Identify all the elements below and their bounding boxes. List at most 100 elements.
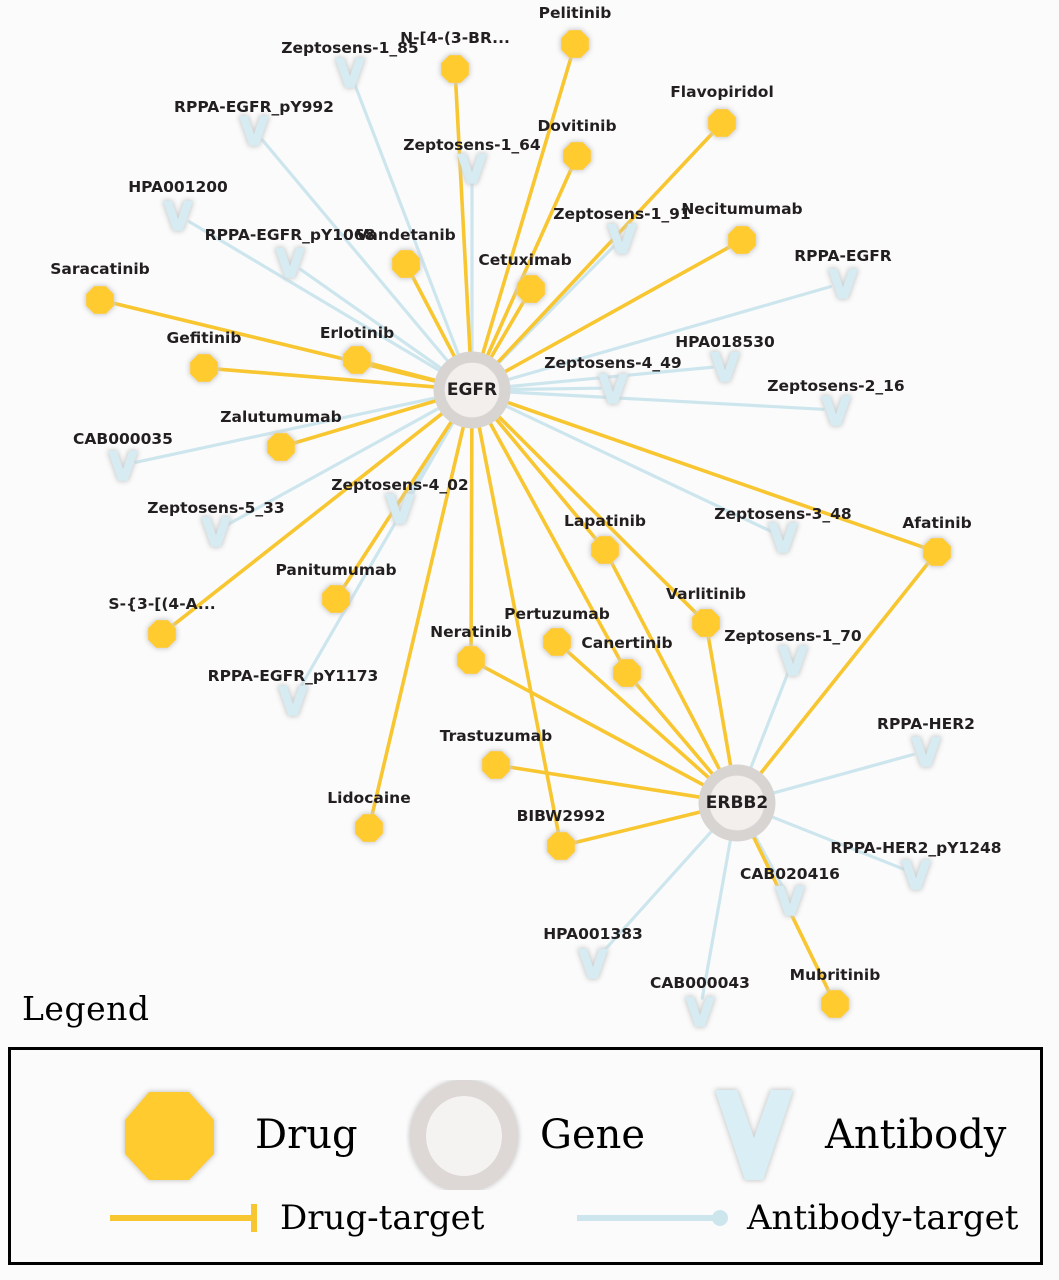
drug-node[interactable] (591, 536, 619, 564)
drug-node[interactable] (267, 433, 295, 461)
drug-node[interactable] (190, 354, 218, 382)
legend-label-drug-target: Drug-target (280, 1198, 485, 1238)
antibody-node[interactable] (768, 522, 798, 553)
drug-node[interactable] (728, 226, 756, 254)
gene-node[interactable] (698, 764, 776, 842)
antibody-node[interactable] (598, 373, 628, 404)
node-label: Necitumumab (681, 200, 802, 218)
antibody-node[interactable] (685, 996, 715, 1027)
node-label: RPPA-EGFR (794, 247, 892, 265)
drug-target-edge (564, 648, 716, 785)
octagon-icon (821, 990, 849, 1018)
node-label: Pertuzumab (504, 605, 610, 623)
antibody-target-edge (746, 670, 790, 776)
antibody-node[interactable] (828, 268, 858, 299)
drug-target-edge (706, 634, 734, 775)
antibody-node[interactable] (278, 685, 308, 716)
antibody-node[interactable] (385, 493, 415, 524)
legend-title: Legend (22, 989, 150, 1028)
drug-target-edge (480, 664, 712, 791)
antibody-target-edge (765, 752, 916, 797)
drug-node[interactable] (692, 609, 720, 637)
chevron-icon (901, 859, 931, 890)
drug-node-group[interactable] (86, 30, 951, 1018)
legend-item-drug-target: Drug-target (106, 1198, 484, 1238)
octagon-icon (547, 832, 575, 860)
node-label: Zeptosens-1_64 (403, 136, 541, 154)
legend: Legend Drug (0, 985, 1059, 1280)
gene-node[interactable] (433, 351, 511, 429)
antibody-node-group[interactable] (108, 57, 941, 1027)
octagon-icon (457, 646, 485, 674)
network-graph[interactable]: Zeptosens-1_85 RPPA-EGFR_pY992 Zeptosens-1… (0, 0, 1059, 1040)
drug-node[interactable] (613, 659, 641, 687)
node-label: Zalutumumab (220, 408, 341, 426)
antibody-node[interactable] (821, 395, 851, 426)
drug-node[interactable] (343, 346, 371, 374)
drug-target-edge (492, 410, 699, 616)
antibody-node[interactable] (163, 200, 193, 231)
gene-node-label: ERBB2 (706, 793, 768, 813)
node-label: Canertinib (581, 634, 672, 652)
antibody-node[interactable] (335, 57, 365, 88)
octagon-icon (343, 346, 371, 374)
drug-target-edge (482, 166, 574, 364)
antibody-node[interactable] (710, 351, 740, 382)
node-label: Neratinib (430, 623, 512, 641)
antibody-node[interactable] (201, 516, 231, 547)
antibody-node[interactable] (239, 115, 269, 146)
drug-target-edge (497, 244, 733, 377)
node-label: RPPA-EGFR_pY1173 (208, 667, 379, 685)
drug-node[interactable] (547, 832, 575, 860)
drug-node[interactable] (355, 814, 383, 842)
antibody-node[interactable] (775, 885, 805, 916)
node-label: Varlitinib (666, 585, 746, 603)
drug-node[interactable] (561, 30, 589, 58)
antibody-node[interactable] (578, 948, 608, 979)
gene-node-label: EGFR (447, 380, 497, 400)
drug-node[interactable] (148, 620, 176, 648)
octagon-icon (923, 538, 951, 566)
chevron-icon (828, 268, 858, 299)
drug-node[interactable] (441, 55, 469, 83)
drug-node[interactable] (322, 585, 350, 613)
drug-target-edge (571, 808, 709, 845)
octagon-icon (708, 109, 736, 137)
drug-target-edge (410, 273, 460, 365)
node-label: Gefitinib (167, 329, 242, 347)
chevron-icon (715, 1090, 793, 1180)
drug-node[interactable] (517, 275, 545, 303)
node-label: CAB020416 (740, 865, 840, 883)
node-label: Zeptosens-4_49 (544, 354, 681, 372)
drug-node[interactable] (392, 250, 420, 278)
drug-target-edge (215, 367, 443, 390)
node-label: Flavopiridol (670, 83, 774, 101)
drug-node[interactable] (86, 286, 114, 314)
drug-node[interactable] (457, 646, 485, 674)
node-label: Saracatinib (50, 260, 150, 278)
drug-node[interactable] (543, 628, 571, 656)
node-label: BIBW2992 (517, 807, 606, 825)
drug-target-edge (609, 559, 725, 778)
antibody-node[interactable] (911, 736, 941, 767)
octagon-icon (543, 628, 571, 656)
drug-target-edge (633, 681, 719, 782)
drug-target-edge (754, 560, 931, 781)
drug-node[interactable] (563, 142, 591, 170)
drug-node[interactable] (482, 751, 510, 779)
drug-node[interactable] (708, 109, 736, 137)
octagon-icon (728, 226, 756, 254)
node-label: Zeptosens-4_02 (331, 476, 468, 494)
antibody-node[interactable] (901, 859, 931, 890)
drug-node[interactable] (821, 990, 849, 1018)
antibody-node[interactable] (457, 153, 487, 184)
antibody-node[interactable] (607, 223, 637, 254)
antibody-target-edge (134, 394, 444, 464)
chevron-icon (457, 153, 487, 184)
legend-node-row: Drug Gene (11, 1064, 1040, 1190)
antibody-node[interactable] (275, 247, 305, 278)
gene-node-group[interactable] (433, 351, 776, 842)
antibody-node[interactable] (778, 645, 808, 676)
antibody-node[interactable] (108, 450, 138, 481)
drug-node[interactable] (923, 538, 951, 566)
